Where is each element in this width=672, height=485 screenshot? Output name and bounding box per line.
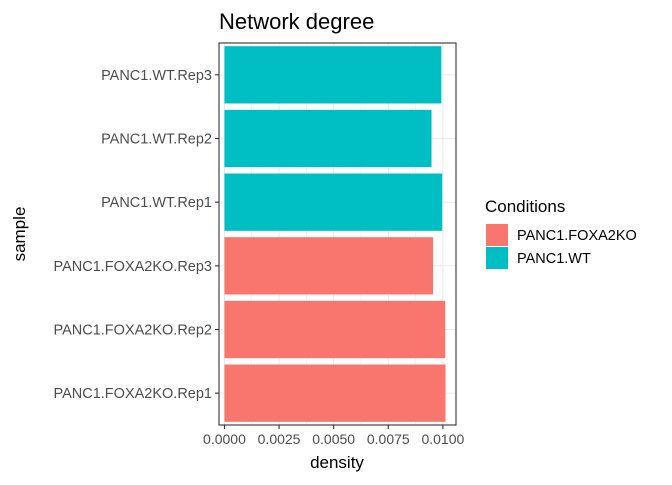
y-tick-label: PANC1.FOXA2KO.Rep3: [54, 259, 213, 275]
x-tick-label: 0.0100: [421, 431, 464, 447]
chart-title: Network degree: [219, 9, 374, 34]
y-tick-label: PANC1.FOXA2KO.Rep1: [54, 386, 213, 402]
bar-panc1-wt-rep3: [224, 46, 442, 104]
y-tick-label: PANC1.FOXA2KO.Rep2: [54, 323, 213, 339]
y-tick-label: PANC1.WT.Rep3: [101, 68, 212, 84]
bar-panc1-wt-rep2: [224, 109, 432, 168]
legend-key: [486, 224, 508, 246]
y-axis: PANC1.FOXA2KO.Rep1 PANC1.FOXA2KO.Rep2 PANC…: [54, 68, 219, 402]
x-axis: 0.0000 0.0025 0.0050 0.0075 0.0100: [203, 425, 465, 447]
bar-panc1-foxa2ko-rep3: [224, 237, 434, 295]
grid-minor: [251, 43, 416, 425]
x-axis-label: density: [310, 453, 364, 472]
y-tick-label: PANC1.WT.Rep1: [101, 195, 212, 211]
legend-label: PANC1.WT: [517, 251, 591, 267]
panel-border: [218, 42, 457, 426]
x-tick-label: 0.0050: [312, 431, 355, 447]
bar-panc1-foxa2ko-rep2: [224, 300, 446, 359]
y-tick-label: PANC1.WT.Rep2: [101, 132, 212, 148]
bar-panc1-foxa2ko-rep1: [224, 364, 446, 422]
x-tick-label: 0.0075: [367, 431, 410, 447]
y-axis-label: sample: [10, 207, 29, 262]
bars: [224, 46, 446, 422]
legend: Conditions PANC1.FOXA2KO PANC1.WT: [485, 197, 637, 269]
bar-panc1-wt-rep1: [224, 173, 443, 231]
legend-title: Conditions: [485, 197, 565, 216]
legend-items: PANC1.FOXA2KO PANC1.WT: [486, 224, 637, 269]
legend-key: [486, 247, 508, 269]
x-tick-label: 0.0000: [203, 431, 246, 447]
legend-label: PANC1.FOXA2KO: [517, 228, 637, 244]
x-tick-label: 0.0025: [258, 431, 301, 447]
